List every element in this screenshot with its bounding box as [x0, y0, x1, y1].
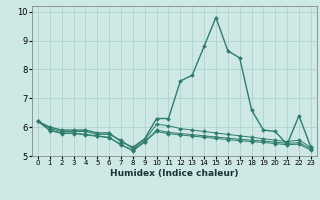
- X-axis label: Humidex (Indice chaleur): Humidex (Indice chaleur): [110, 169, 239, 178]
